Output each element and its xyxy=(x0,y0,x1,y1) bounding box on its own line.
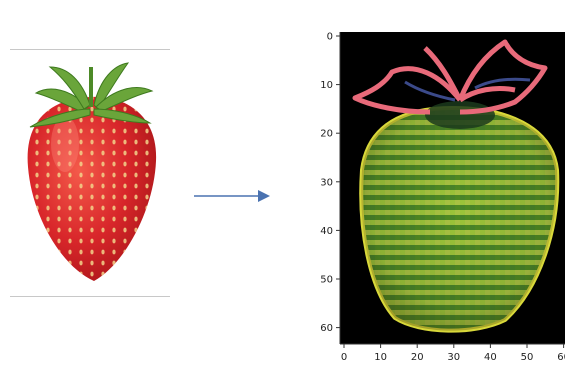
x-axis: 0 10 20 30 40 50 60 xyxy=(341,344,565,363)
x-tick-label: 0 xyxy=(341,352,347,363)
processed-strawberry xyxy=(359,101,560,333)
output-image-plot: 0 10 20 30 40 50 60 0 10 20 30 40 50 60 xyxy=(320,32,565,363)
strawberry-photo xyxy=(10,49,170,297)
strawberry-body xyxy=(27,96,157,281)
y-tick-label: 40 xyxy=(320,226,333,237)
y-tick-label: 60 xyxy=(320,323,333,334)
y-axis: 0 10 20 30 40 50 60 xyxy=(320,32,340,334)
x-tick-label: 60 xyxy=(557,352,565,363)
x-tick-label: 30 xyxy=(447,352,460,363)
y-tick-label: 50 xyxy=(320,275,333,286)
x-tick-label: 40 xyxy=(484,352,497,363)
y-tick-label: 10 xyxy=(320,80,333,91)
x-tick-label: 20 xyxy=(411,352,424,363)
y-tick-label: 20 xyxy=(320,129,333,140)
processed-leaves xyxy=(352,39,548,115)
strawberry-leaves xyxy=(29,62,154,128)
x-tick-label: 50 xyxy=(521,352,534,363)
right-arrow-icon xyxy=(194,190,270,202)
y-tick-label: 30 xyxy=(320,177,333,188)
x-tick-label: 10 xyxy=(374,352,387,363)
y-tick-label: 0 xyxy=(327,32,333,43)
